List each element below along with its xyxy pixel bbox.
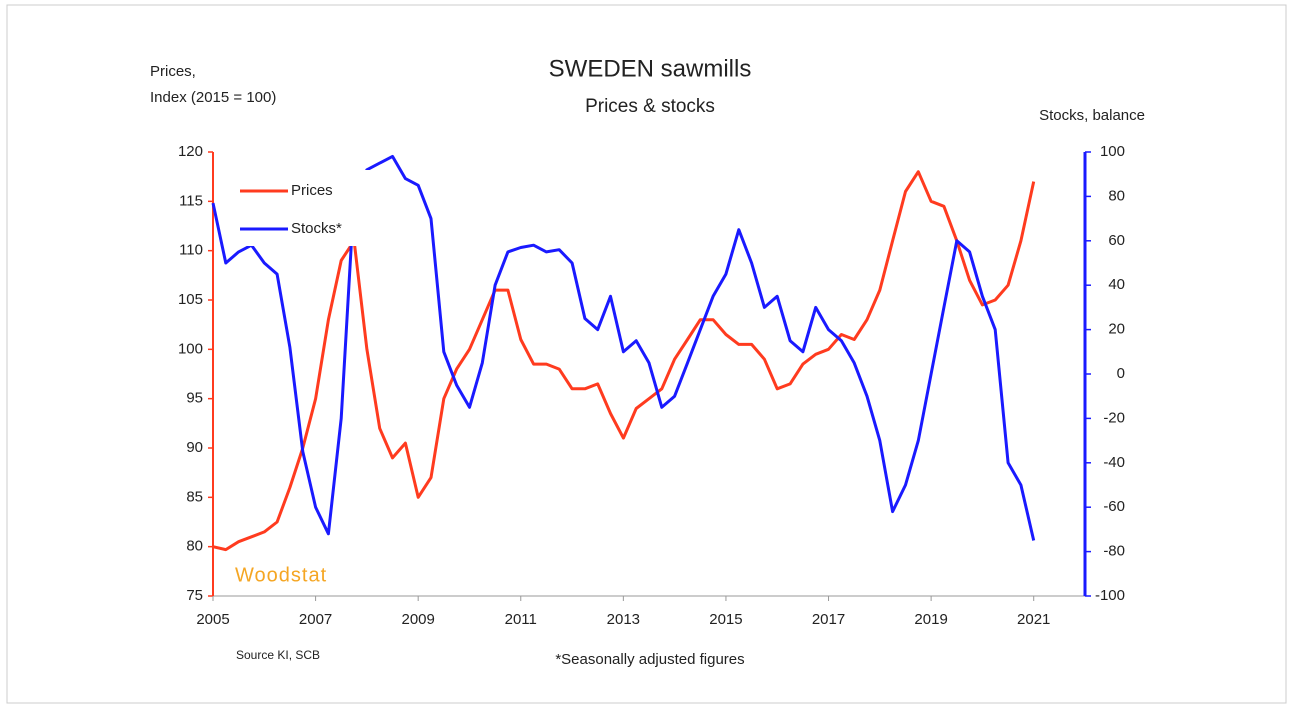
y-axis-label: Prices, [150, 63, 196, 80]
y2-tick-label: 0 [1117, 365, 1125, 382]
x-tick-label: 2009 [401, 611, 434, 628]
y2-tick-label: -20 [1103, 409, 1125, 426]
y-tick-label: 80 [186, 538, 203, 555]
chart-title: SWEDEN sawmills [549, 55, 752, 82]
y-tick-label: 105 [178, 291, 203, 308]
y-tick-label: 120 [178, 143, 203, 160]
y-tick-label: 110 [179, 242, 203, 259]
y-axis-label: Index (2015 = 100) [150, 89, 276, 106]
y-tick-label: 85 [186, 488, 203, 505]
y2-axis-label: Stocks, balance [1039, 107, 1145, 124]
x-tick-label: 2019 [914, 611, 947, 628]
y2-tick-label: 80 [1108, 187, 1125, 204]
legend-label: Prices [291, 182, 333, 199]
y2-tick-label: -100 [1095, 587, 1125, 604]
y2-tick-label: 20 [1108, 321, 1125, 338]
y-tick-label: 115 [179, 192, 203, 209]
x-tick-label: 2015 [709, 611, 742, 628]
footnote: *Seasonally adjusted figures [555, 651, 744, 668]
frame [6, 4, 1287, 704]
x-tick-label: 2021 [1017, 611, 1050, 628]
y-tick-label: 95 [186, 390, 203, 407]
y2-tick-label: 100 [1100, 143, 1125, 160]
x-tick-label: 2013 [607, 611, 640, 628]
legend-label: Stocks* [291, 220, 342, 237]
y-tick-label: 100 [178, 340, 203, 357]
y-tick-label: 90 [186, 439, 203, 456]
watermark: Woodstat [235, 564, 327, 586]
y2-tick-label: -60 [1103, 498, 1125, 515]
chart-subtitle: Prices & stocks [585, 96, 715, 117]
x-tick-label: 2017 [812, 611, 845, 628]
y2-tick-label: -80 [1103, 543, 1125, 560]
y2-tick-label: -40 [1103, 454, 1125, 471]
y2-tick-label: 60 [1108, 232, 1125, 249]
x-tick-label: 2005 [196, 611, 229, 628]
legend-box [225, 170, 380, 246]
source-note: Source KI, SCB [236, 648, 320, 662]
series-line [211, 154, 1036, 541]
y-tick-label: 75 [186, 587, 203, 604]
x-tick-label: 2007 [299, 611, 332, 628]
y2-tick-label: 40 [1108, 276, 1125, 293]
x-tick-label: 2011 [505, 611, 537, 628]
